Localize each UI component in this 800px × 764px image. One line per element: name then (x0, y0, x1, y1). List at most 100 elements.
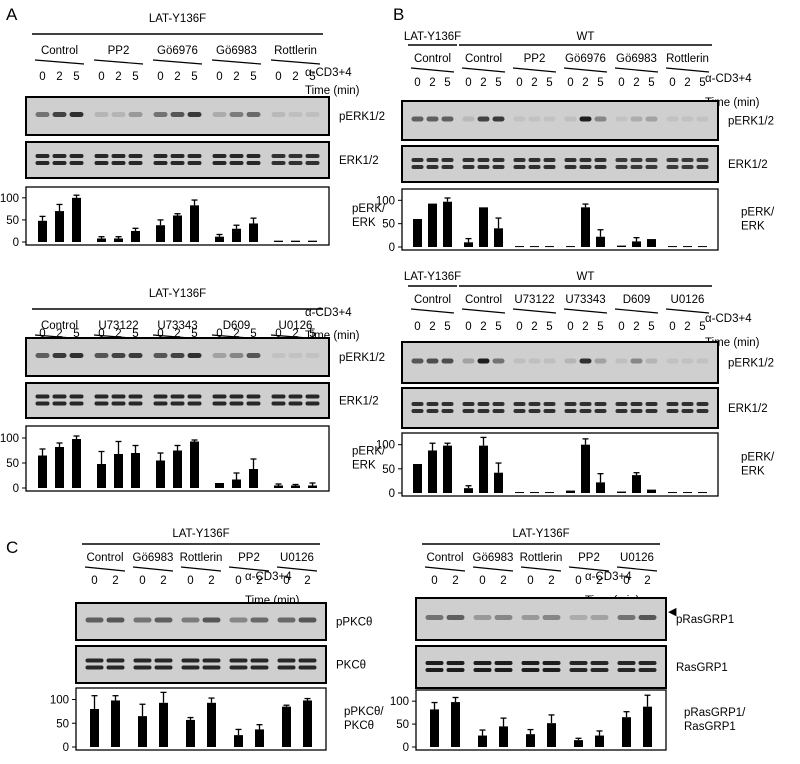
treatment-underline (424, 566, 466, 572)
data-bar (647, 239, 656, 247)
band (630, 165, 643, 169)
band (528, 158, 541, 162)
band (202, 658, 221, 663)
timepoint-label: 0 (139, 575, 145, 587)
band (153, 353, 168, 358)
band (477, 358, 490, 364)
band (246, 161, 261, 165)
timepoint-label: 5 (132, 71, 138, 83)
data-bar (90, 709, 99, 747)
data-bar (55, 447, 64, 488)
band (288, 154, 303, 158)
band (170, 154, 185, 158)
timepoint-label: 2 (684, 321, 690, 333)
timepoint-label: 0 (618, 321, 624, 333)
data-bar (683, 492, 692, 494)
band (111, 154, 126, 158)
timepoint-label: 2 (452, 575, 458, 587)
timepoint-label: 2 (429, 77, 435, 89)
band (594, 358, 607, 364)
treatment-underline (132, 566, 174, 572)
band (229, 658, 248, 663)
band (69, 161, 84, 165)
band (212, 161, 227, 165)
y-tick-label: 100 (0, 193, 19, 205)
band (229, 161, 244, 165)
timepoint-label: 2 (56, 328, 62, 340)
timepoint-label: 2 (292, 71, 298, 83)
treatment-label: Gö6976 (565, 53, 606, 65)
band (85, 617, 104, 623)
band (681, 158, 694, 162)
timepoint-label: 5 (546, 77, 552, 89)
blot-label: pPKCθ (336, 617, 372, 629)
timepoint-label: 0 (516, 77, 522, 89)
band (212, 112, 227, 117)
data-bar (494, 228, 503, 247)
timepoint-label: 0 (216, 71, 222, 83)
timepoint-label: 0 (98, 328, 104, 340)
timepoint-label: 0 (91, 575, 97, 587)
blot-label: ERK1/2 (728, 159, 768, 171)
data-bar (545, 246, 554, 248)
band (128, 353, 143, 358)
band (564, 165, 577, 169)
band (128, 161, 143, 165)
band (645, 402, 658, 406)
band (288, 401, 303, 406)
band (212, 353, 227, 358)
y-tick-label: 0 (389, 242, 395, 254)
band (52, 161, 67, 165)
band (666, 402, 679, 406)
band (229, 401, 244, 406)
band (594, 409, 607, 413)
band (426, 165, 439, 169)
timepoint-label: 2 (56, 71, 62, 83)
chart-y-axis-label: pERK/ERK (352, 203, 386, 229)
bar-chart: 0 50 100 (376, 432, 719, 500)
band (298, 658, 317, 663)
data-bar (114, 454, 123, 488)
band (492, 409, 505, 413)
band (543, 116, 556, 122)
treatment-underline (512, 67, 557, 73)
treatment-underline (563, 308, 608, 314)
timepoint-label: 5 (495, 321, 501, 333)
blot-frame (25, 141, 330, 179)
data-bar (249, 469, 258, 488)
data-bar (173, 450, 182, 488)
band (615, 158, 628, 162)
treatment-label: D609 (223, 320, 251, 332)
treatment-underline (614, 67, 659, 73)
treatment-underline (270, 59, 321, 65)
timepoint-label: 0 (669, 77, 675, 89)
treatment-underline (616, 566, 658, 572)
band (594, 165, 607, 169)
band (170, 112, 185, 117)
treatment-underline (472, 566, 514, 572)
band (579, 116, 592, 122)
band (528, 116, 541, 122)
bar-chart: 0 50 100 (376, 188, 719, 254)
treatment-underline (410, 67, 455, 73)
data-bar (464, 242, 473, 247)
blot-frame (75, 645, 327, 684)
timepoint-label: 2 (115, 71, 121, 83)
data-bar (190, 205, 199, 242)
treatment-underline (211, 59, 262, 65)
timepoint-label: 5 (699, 321, 705, 333)
stimulation-label: α-CD3+4 (705, 313, 752, 325)
band (477, 409, 490, 413)
data-bar (668, 492, 677, 494)
phospho-blot (25, 96, 330, 136)
band (564, 358, 577, 364)
band (35, 154, 50, 158)
chart-y-axis-label: pPKCθ/PKCθ (344, 706, 384, 732)
timepoint-label: 2 (684, 77, 690, 89)
band (477, 116, 490, 122)
timepoint-label: 0 (414, 321, 420, 333)
band (187, 401, 202, 406)
band (106, 617, 125, 623)
blot-frame (401, 387, 719, 429)
